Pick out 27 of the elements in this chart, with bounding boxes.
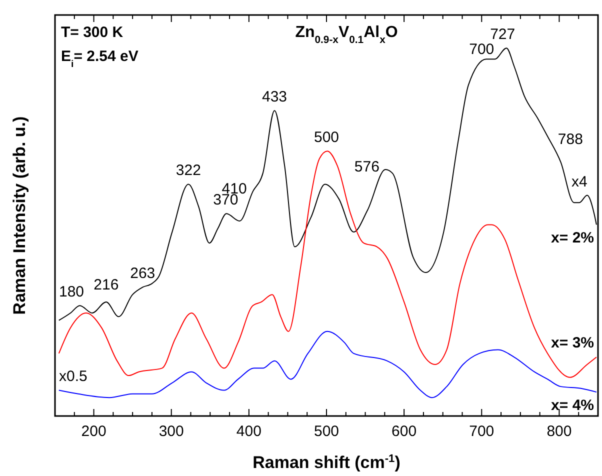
x-tick-label: 800 (546, 423, 572, 440)
series-label: x= 3% (551, 334, 594, 352)
x-tick-label: 700 (469, 423, 494, 440)
annotation: 322 (176, 162, 201, 180)
annotation: 263 (130, 265, 156, 282)
x-tick-label: 600 (392, 423, 417, 440)
x-tick-label: 500 (314, 423, 340, 440)
annotation: 727 (490, 26, 516, 44)
annotation: x0.5 (59, 368, 88, 386)
x-tick-label: 300 (158, 423, 184, 440)
annotation: 216 (94, 276, 119, 294)
annotation: 700 (469, 40, 494, 58)
chart-title: Zn$_{0.9-x}$V$_{0.1}$Al$_{x}$O (295, 24, 398, 46)
annotation: 500 (314, 129, 340, 146)
annotation: 180 (59, 284, 84, 301)
text: T= 300 K (61, 24, 124, 41)
y-axis-title: Raman Intensity (arb. u.) (10, 116, 29, 315)
annotation: 788 (558, 131, 583, 148)
x-tick-label: 200 (81, 423, 106, 440)
annotation: 433 (262, 88, 288, 106)
x-tick-label: 400 (236, 423, 262, 440)
annotation: x4 (571, 173, 588, 190)
annotation: E$_{i}$= 2.54 eV (61, 48, 138, 70)
series-label: x= 4% (551, 397, 594, 414)
x-axis-title: Raman shift (cm$^{-1}$) (252, 453, 400, 472)
annotation: 576 (354, 158, 380, 176)
series-label: x= 2% (551, 230, 594, 247)
